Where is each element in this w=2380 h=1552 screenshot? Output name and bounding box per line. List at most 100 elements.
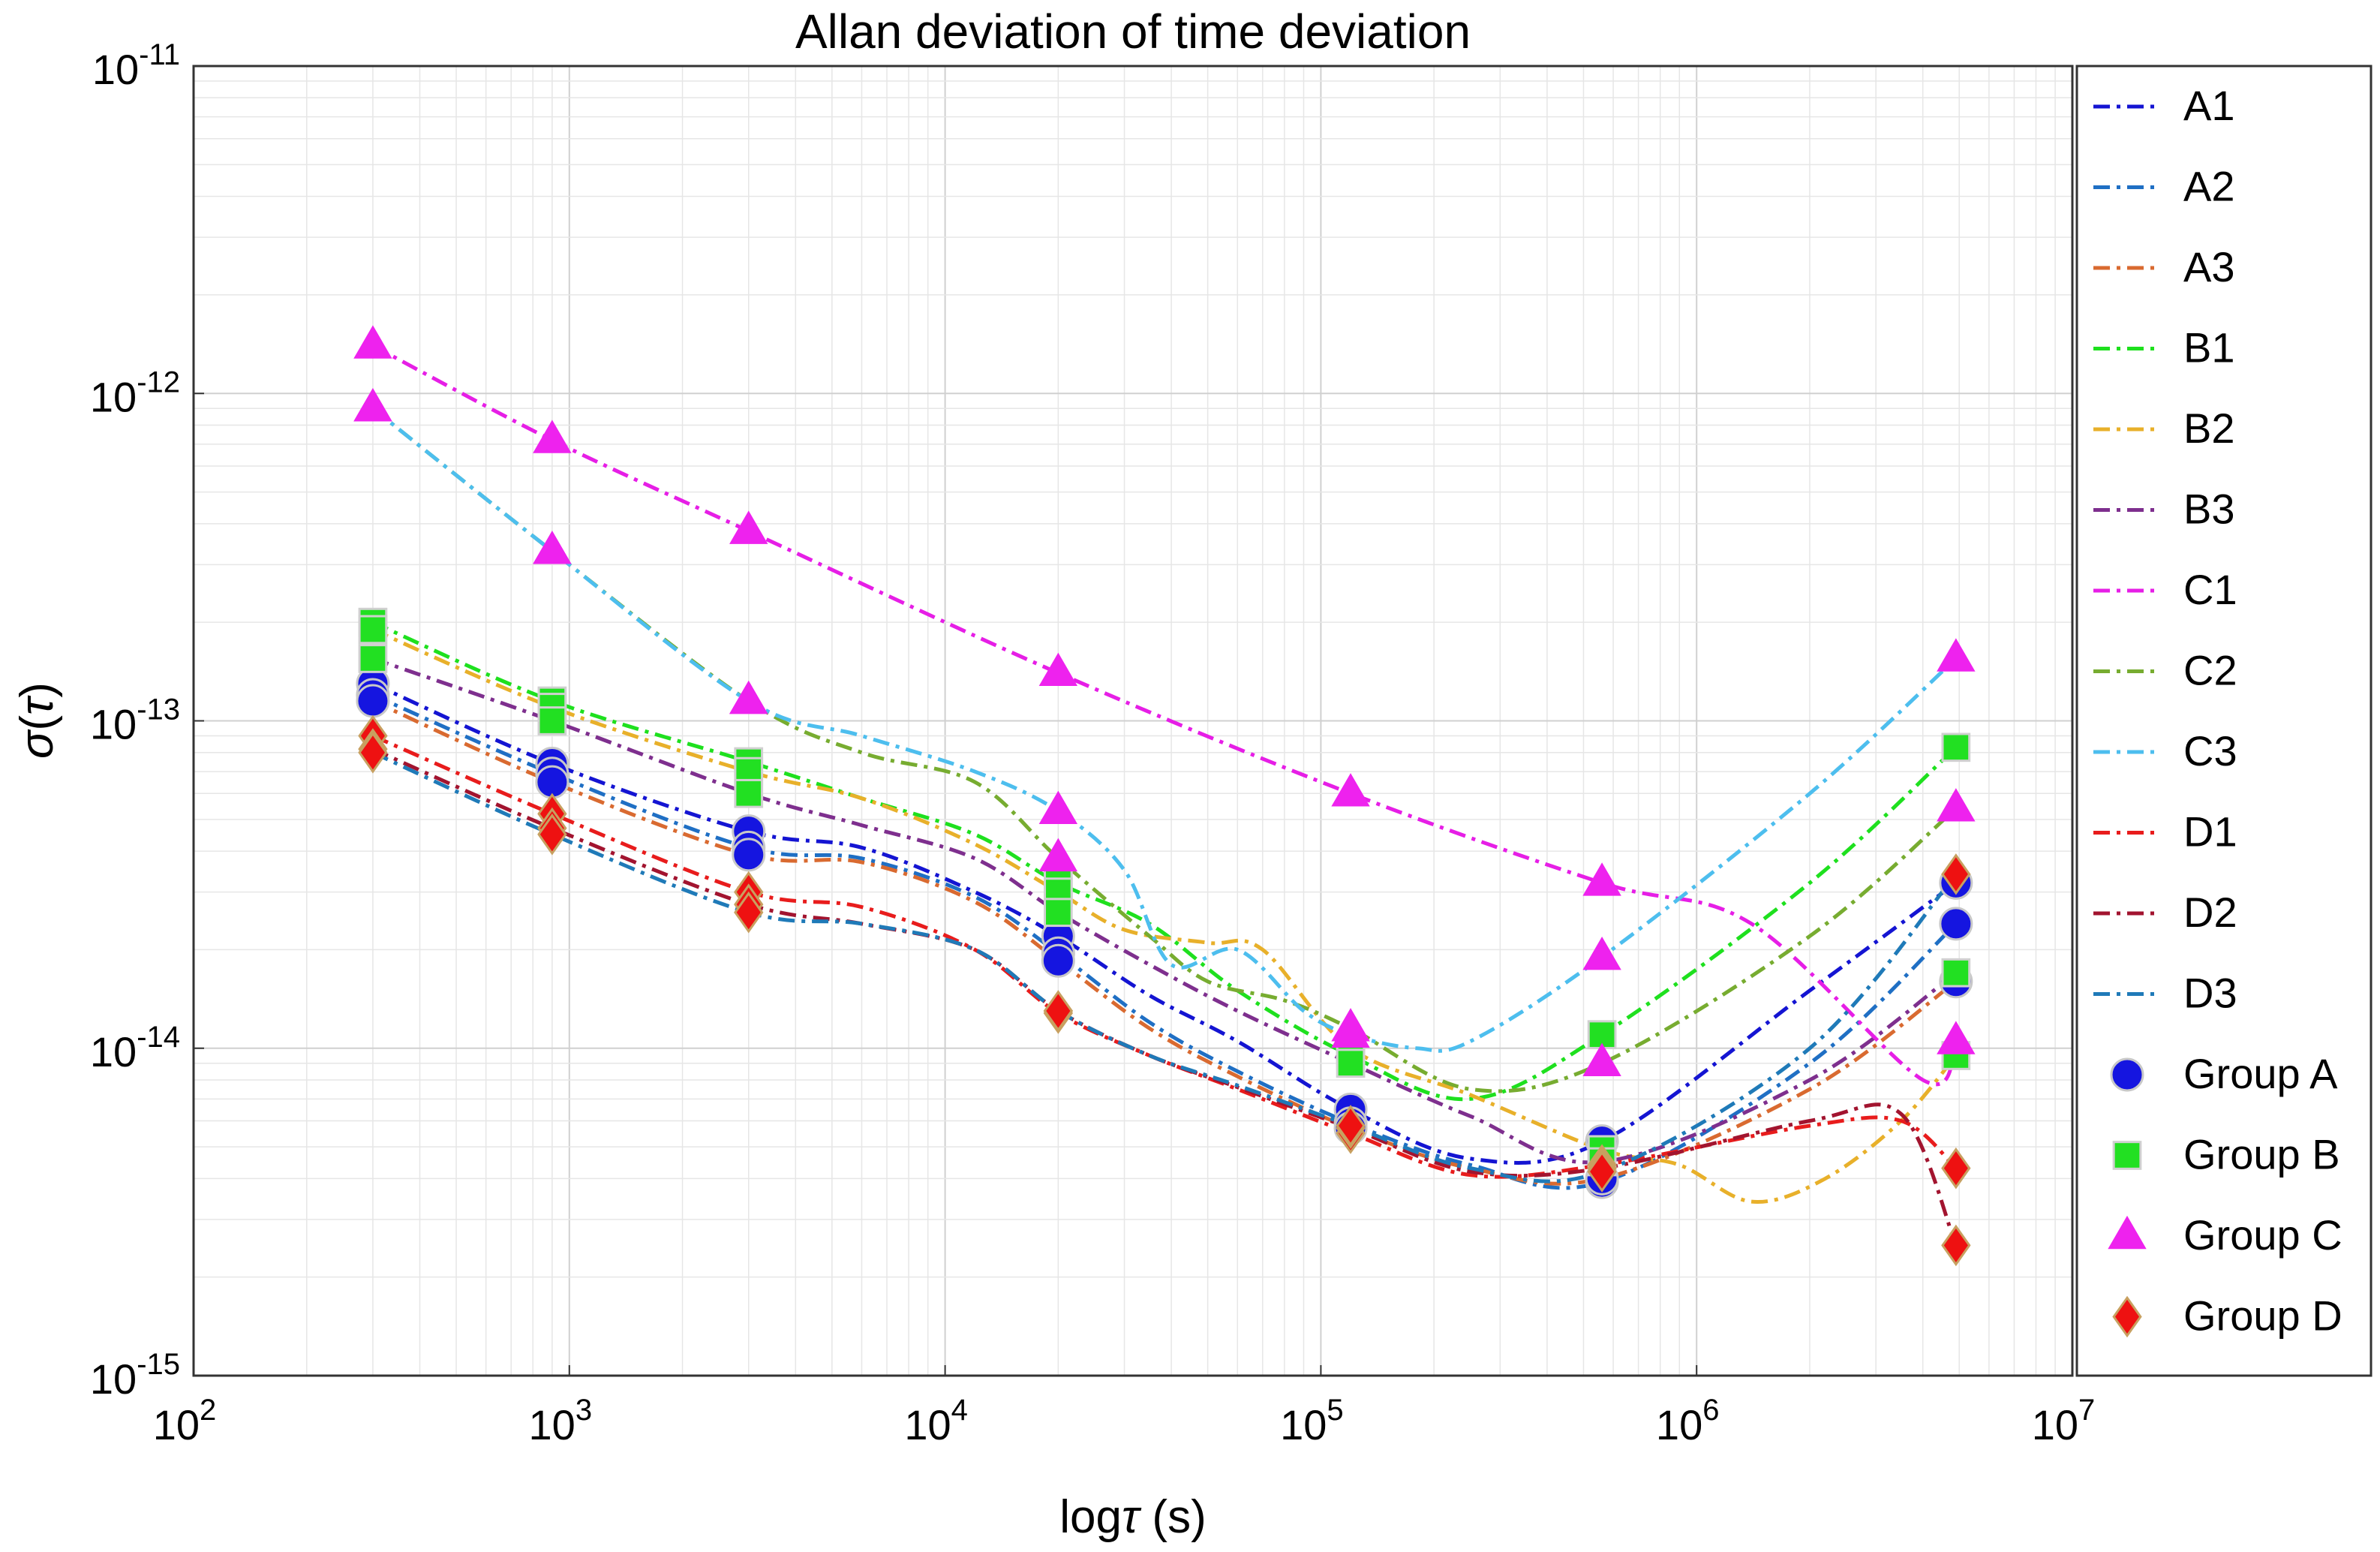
y-axis-label-symbol: σ	[11, 729, 63, 759]
x-tick-base: 10	[529, 1401, 575, 1448]
marker-a2	[1939, 907, 1973, 941]
marker-c3	[353, 388, 392, 422]
y-tick-exponent: -14	[137, 1021, 180, 1054]
x-tick-exponent: 5	[1327, 1394, 1343, 1427]
marker-a3	[1041, 943, 1075, 978]
series-line-a3	[371, 699, 1958, 1186]
marker-c3	[533, 531, 572, 564]
x-tick-base: 10	[904, 1401, 951, 1448]
y-tick-label: 10-11	[92, 38, 180, 93]
chart-title: Allan deviation of time deviation	[795, 5, 1471, 59]
y-tick-base: 10	[92, 46, 139, 93]
legend-label-group-b: Group B	[2183, 1131, 2340, 1178]
x-tick-exponent: 6	[1702, 1394, 1719, 1427]
x-tick-base: 10	[1280, 1401, 1327, 1448]
legend-label-b3: B3	[2183, 486, 2235, 533]
group-markers	[353, 325, 1976, 1267]
marker-c2	[1937, 788, 1976, 822]
legend-label-b1: B1	[2183, 324, 2235, 371]
marker-c3	[1038, 790, 1078, 825]
legend-label-d3: D3	[2183, 970, 2237, 1017]
marker-d2	[1941, 1224, 1971, 1267]
y-tick-label: 10-15	[90, 1348, 180, 1403]
y-tick-exponent: -12	[137, 365, 180, 399]
x-tick-base: 10	[153, 1401, 200, 1448]
marker-b3	[1336, 1048, 1366, 1078]
y-tick-base: 10	[90, 701, 137, 748]
marker-c1	[1582, 862, 1621, 896]
series-line-b3	[372, 657, 1958, 1165]
x-axis-label: logτ (s)	[1059, 1491, 1206, 1543]
y-axis-label-close: )	[11, 682, 63, 698]
marker-d3	[1043, 990, 1074, 1032]
marker-c3	[1582, 936, 1621, 970]
marker-c1	[1331, 773, 1370, 807]
y-tick-label: 10-14	[90, 1021, 180, 1075]
marker-d3	[1336, 1105, 1366, 1147]
marker-a3	[356, 684, 390, 718]
marker-b3	[1044, 898, 1073, 928]
marker-d1	[1941, 1147, 1971, 1190]
marker-c1	[353, 325, 392, 359]
x-tick-label: 103	[529, 1394, 593, 1448]
x-axis-label-suffix: (s)	[1139, 1491, 1207, 1543]
x-tick-label: 102	[153, 1394, 217, 1448]
series-line-c1	[371, 344, 1958, 1087]
legend-label-d2: D2	[2183, 889, 2237, 936]
marker-d3	[1941, 853, 1971, 895]
series-lines	[371, 344, 1958, 1247]
x-tick-exponent: 2	[200, 1394, 216, 1427]
marker-c1	[729, 510, 768, 544]
legend-label-a1: A1	[2183, 82, 2235, 129]
legend-label-c3: C3	[2183, 727, 2237, 774]
legend-label-group-c: Group C	[2183, 1211, 2342, 1259]
x-tick-exponent: 4	[951, 1394, 968, 1427]
marker-b1	[1941, 732, 1971, 762]
marker-d3	[1587, 1150, 1617, 1193]
legend-label-a3: A3	[2183, 243, 2235, 290]
marker-c2	[1038, 838, 1078, 872]
y-tick-label: 10-12	[90, 365, 180, 420]
y-tick-base: 10	[90, 1028, 137, 1075]
legend-label-b2: B2	[2183, 405, 2235, 452]
y-axis-label-open: (	[11, 715, 63, 731]
series-line-a1	[371, 681, 1958, 1165]
x-axis-ticks: 102 103 104 105 106 107	[153, 1365, 2096, 1448]
legend-label-d1: D1	[2183, 808, 2237, 856]
grid-lines	[193, 66, 2072, 1376]
legend-label-group-d: Group D	[2183, 1292, 2342, 1340]
y-tick-label: 10-13	[90, 693, 180, 748]
marker-b3	[734, 778, 764, 808]
marker-a3	[732, 838, 766, 872]
marker-c3	[729, 680, 768, 714]
y-axis-label-arg: τ	[11, 695, 63, 715]
x-tick-label: 107	[2032, 1394, 2096, 1448]
legend-marker-group-c	[2108, 1215, 2147, 1250]
marker-b3	[1941, 958, 1971, 988]
marker-c1	[533, 420, 572, 453]
series-line-b2	[371, 627, 1958, 1204]
y-tick-exponent: -13	[137, 693, 180, 726]
legend-label-c2: C2	[2183, 647, 2237, 694]
legend-marker-group-b	[2112, 1141, 2142, 1170]
legend: A1 A2 A3 B1 B2 B3 C1 C2 C3 D1 D2 D3 Group A Group B Gr…	[2093, 82, 2342, 1340]
marker-c2	[1582, 1042, 1621, 1076]
x-tick-base: 10	[2032, 1401, 2078, 1448]
legend-label-a2: A2	[2183, 163, 2235, 210]
y-tick-base: 10	[90, 1355, 137, 1403]
x-tick-base: 10	[1656, 1401, 1702, 1448]
marker-c3	[1331, 1014, 1370, 1048]
marker-c3	[1937, 638, 1976, 672]
marker-b3	[358, 644, 388, 673]
x-tick-label: 106	[1656, 1394, 1720, 1448]
x-tick-exponent: 7	[2078, 1394, 2095, 1427]
marker-c1	[1038, 652, 1078, 687]
series-line-d3	[371, 750, 1958, 1184]
legend-label-c1: C1	[2183, 566, 2237, 613]
series-line-a2	[371, 693, 1958, 1190]
marker-b3	[537, 706, 567, 735]
marker-c1	[1937, 1021, 1976, 1054]
